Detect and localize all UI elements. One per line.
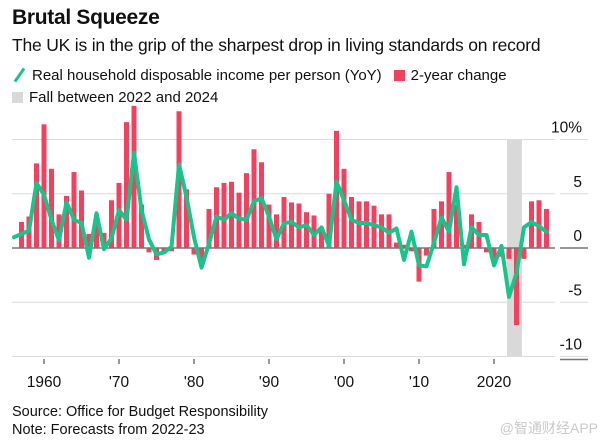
x-tick-label: 2020 xyxy=(477,374,512,391)
y-tick-label: 0 xyxy=(573,228,582,245)
watermark: @智通财经APP xyxy=(499,420,598,436)
bar xyxy=(394,242,399,248)
bar xyxy=(454,204,459,248)
bar xyxy=(131,105,137,249)
bar xyxy=(244,173,249,248)
legend-label-2yr: 2-year change xyxy=(410,66,507,84)
band-swatch-icon xyxy=(12,91,23,103)
legend-label-band: Fall between 2022 and 2024 xyxy=(29,88,219,106)
x-tick-label: 1960 xyxy=(27,374,62,391)
bar xyxy=(491,248,497,263)
bar xyxy=(259,162,264,248)
y-tick-label: 5 xyxy=(573,174,582,191)
bar xyxy=(341,168,347,248)
x-tick-label: '90 xyxy=(259,374,280,391)
bar xyxy=(544,208,549,248)
y-tick-label: -10 xyxy=(560,337,583,354)
bar xyxy=(206,208,212,248)
legend-item-2yr: 2-year change xyxy=(393,66,507,84)
bar-swatch-icon xyxy=(393,69,405,81)
bar xyxy=(71,172,77,248)
bar xyxy=(424,248,429,256)
bar xyxy=(79,190,84,248)
bar xyxy=(64,195,69,248)
bar xyxy=(86,233,92,248)
bar xyxy=(514,248,519,326)
y-tick-label: -5 xyxy=(568,282,582,299)
bar xyxy=(41,124,47,248)
bar xyxy=(379,214,384,248)
bar xyxy=(431,208,437,248)
bar xyxy=(274,214,279,248)
bar xyxy=(529,201,534,248)
bar xyxy=(439,201,444,248)
bar xyxy=(266,204,272,248)
bar xyxy=(401,244,407,248)
bar xyxy=(146,248,152,253)
legend-label-income: Real household disposable income per per… xyxy=(32,66,382,84)
bar xyxy=(199,248,204,263)
x-tick-label: '70 xyxy=(109,374,130,391)
bar xyxy=(319,227,324,248)
bar xyxy=(124,122,129,248)
bar xyxy=(446,172,452,248)
legend: Real household disposable income per per… xyxy=(12,64,519,108)
x-tick-label: '00 xyxy=(334,374,355,391)
bar xyxy=(49,168,54,248)
bar xyxy=(169,248,174,252)
bar xyxy=(221,182,227,248)
forecast-note: Note: Forecasts from 2022-23 xyxy=(12,422,205,438)
x-tick-label: '80 xyxy=(184,374,205,391)
bar xyxy=(289,202,294,248)
x-tick-label: '10 xyxy=(409,374,430,391)
income-line xyxy=(12,150,549,299)
bar xyxy=(349,197,354,248)
bar xyxy=(521,248,527,259)
y-tick-label: 10% xyxy=(551,120,582,137)
bar xyxy=(94,214,99,248)
bar xyxy=(34,163,39,248)
bar xyxy=(506,248,512,259)
bar xyxy=(184,189,189,248)
legend-item-income: Real household disposable income per per… xyxy=(12,67,382,84)
chart-title: Brutal Squeeze xyxy=(12,6,160,29)
bar xyxy=(484,248,489,253)
chart-subtitle: The UK is in the grip of the sharpest dr… xyxy=(12,35,541,55)
bar xyxy=(251,149,257,248)
bar xyxy=(326,193,332,248)
footer: Source: Office for Budget Responsibility… xyxy=(12,403,268,439)
bar xyxy=(109,200,114,248)
bar xyxy=(304,212,309,248)
bar xyxy=(409,248,414,252)
legend-item-band: Fall between 2022 and 2024 xyxy=(12,89,218,106)
source-note: Source: Office for Budget Responsibility xyxy=(12,404,269,420)
bar xyxy=(139,204,144,248)
bar xyxy=(191,248,197,255)
